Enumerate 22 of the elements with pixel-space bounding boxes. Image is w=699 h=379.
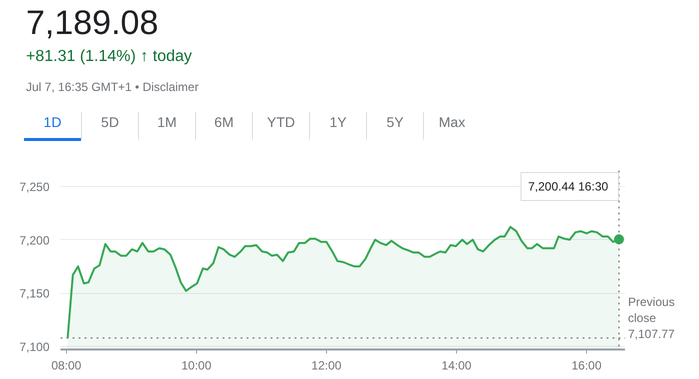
x-tick-label: 16:00 <box>571 358 602 372</box>
y-tick-label: 7,100 <box>19 340 50 354</box>
text: Max <box>423 112 480 141</box>
text: YTD <box>252 112 309 141</box>
text: 6M <box>195 112 252 141</box>
text: Jul 7, 16:35 GMT+1 • Disclaimer <box>26 78 200 96</box>
x-tick-label: 08:00 <box>51 358 82 372</box>
text: 1Y <box>309 112 366 141</box>
text: 5Y <box>366 112 423 141</box>
text: 1M <box>138 112 195 141</box>
ref-line-label: 7,200.44 16:30 <box>528 180 608 194</box>
y-tick-label: 7,200 <box>19 233 50 248</box>
y-tick-label: 7,150 <box>19 286 50 301</box>
text: 5D <box>81 112 138 141</box>
chart-subtitle: +81.31 (1.14%) ↑ today <box>26 47 193 67</box>
y-tick-label: 7,250 <box>19 180 50 194</box>
ref-line-label: Previous close 7,107.77 <box>627 294 675 342</box>
text: 1D <box>24 112 81 141</box>
x-tick-label: 14:00 <box>441 358 472 372</box>
chart-title: 7,189.08 <box>26 4 160 42</box>
x-tick-label: 12:00 <box>311 358 342 372</box>
x-tick-label: 10:00 <box>181 358 212 372</box>
